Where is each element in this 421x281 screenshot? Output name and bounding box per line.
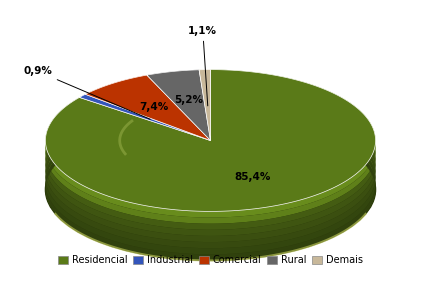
Polygon shape bbox=[85, 87, 147, 113]
Polygon shape bbox=[85, 94, 147, 119]
Polygon shape bbox=[85, 100, 147, 125]
Polygon shape bbox=[45, 70, 376, 217]
Polygon shape bbox=[80, 119, 85, 128]
Polygon shape bbox=[45, 113, 376, 260]
Polygon shape bbox=[45, 70, 376, 211]
Polygon shape bbox=[45, 100, 376, 248]
Text: 5,2%: 5,2% bbox=[174, 96, 203, 105]
Polygon shape bbox=[85, 106, 147, 131]
Polygon shape bbox=[147, 70, 199, 81]
Polygon shape bbox=[45, 94, 376, 242]
Polygon shape bbox=[80, 137, 85, 146]
Text: 0,9%: 0,9% bbox=[23, 66, 150, 119]
Polygon shape bbox=[199, 70, 210, 140]
Polygon shape bbox=[85, 75, 147, 100]
Text: 7,4%: 7,4% bbox=[140, 102, 169, 112]
Polygon shape bbox=[199, 100, 210, 106]
Polygon shape bbox=[85, 118, 147, 143]
Polygon shape bbox=[45, 82, 376, 230]
Polygon shape bbox=[147, 100, 199, 112]
Polygon shape bbox=[80, 94, 210, 140]
Polygon shape bbox=[147, 70, 210, 140]
Text: 85,4%: 85,4% bbox=[234, 172, 271, 182]
Polygon shape bbox=[85, 81, 147, 106]
Polygon shape bbox=[199, 82, 210, 88]
Polygon shape bbox=[80, 113, 85, 122]
Polygon shape bbox=[199, 94, 210, 100]
Polygon shape bbox=[199, 70, 210, 76]
Polygon shape bbox=[199, 106, 210, 113]
Polygon shape bbox=[147, 82, 199, 94]
Polygon shape bbox=[199, 113, 210, 119]
Polygon shape bbox=[199, 88, 210, 94]
Polygon shape bbox=[80, 106, 85, 116]
Polygon shape bbox=[147, 88, 199, 100]
Text: 1,1%: 1,1% bbox=[188, 26, 217, 106]
Polygon shape bbox=[85, 112, 147, 137]
Polygon shape bbox=[147, 113, 199, 124]
Ellipse shape bbox=[45, 119, 376, 260]
Polygon shape bbox=[45, 88, 376, 236]
Polygon shape bbox=[45, 106, 376, 254]
Polygon shape bbox=[80, 125, 85, 134]
Polygon shape bbox=[80, 100, 85, 110]
Polygon shape bbox=[85, 75, 210, 140]
Polygon shape bbox=[45, 76, 376, 224]
Polygon shape bbox=[147, 106, 199, 118]
Polygon shape bbox=[80, 94, 85, 103]
Polygon shape bbox=[80, 131, 85, 140]
Polygon shape bbox=[199, 76, 210, 82]
Legend: Residencial, Industrial, Comercial, Rural, Demais: Residencial, Industrial, Comercial, Rura… bbox=[54, 251, 367, 269]
Polygon shape bbox=[147, 76, 199, 87]
Polygon shape bbox=[147, 94, 199, 106]
